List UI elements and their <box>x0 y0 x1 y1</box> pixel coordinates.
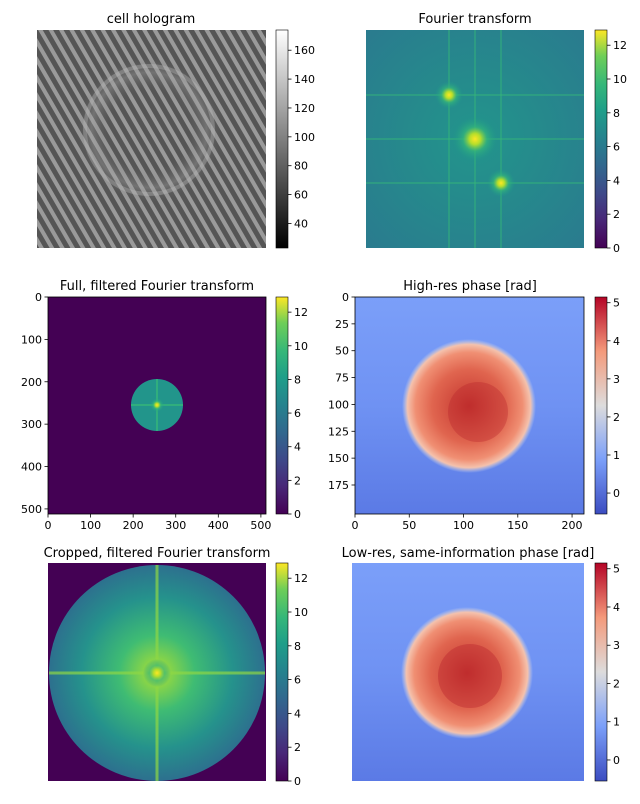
cell-ring <box>83 64 215 196</box>
x-tick-label: 0 <box>45 519 52 532</box>
colorbar: 40 60 80 100 120 140 160 <box>275 29 315 249</box>
colorbar-tick-label: 4 <box>613 174 620 187</box>
panel-title: Full, filtered Fourier transform <box>60 279 254 294</box>
y-tick-label: 0 <box>35 291 42 304</box>
x-tick-label: 300 <box>165 519 186 532</box>
colorbar-tick-label: 4 <box>294 441 301 454</box>
colorbar-tick-label: 10 <box>294 606 308 619</box>
colorbar-tick-label: 8 <box>294 640 301 653</box>
panel-fourier-transform: Fourier transform 0 2 4 6 8 10 12 <box>366 12 627 255</box>
cell-outline <box>77 58 221 202</box>
cell-phase-core <box>438 644 502 708</box>
colorbar-tick-label: 3 <box>613 639 620 652</box>
cell-phase-core <box>448 382 508 442</box>
colorbar-tick-label: 12 <box>613 39 627 52</box>
y-tick-label: 125 <box>328 425 349 438</box>
colorbar-tick-label: 3 <box>613 373 620 386</box>
colorbar-tick-label: 0 <box>613 487 620 500</box>
colorbar-tick-label: 5 <box>613 297 620 310</box>
x-tick-label: 150 <box>507 519 528 532</box>
colorbar-tick-label: 2 <box>613 208 620 221</box>
colorbar-tick-label: 0 <box>613 242 620 255</box>
spectrum-peak <box>487 169 515 197</box>
panel-high-res-phase: High-res phase [rad] 0 50 100 150 2000255075… <box>328 279 620 532</box>
colorbar-tick-label: 8 <box>613 107 620 120</box>
panel-full-filtered-fourier: Full, filtered Fourier transform 0 100 200… <box>21 279 308 532</box>
spectrum-peak <box>435 81 463 109</box>
y-tick-label: 75 <box>335 372 349 385</box>
panel-title: cell hologram <box>107 12 196 27</box>
colorbar-tick-label: 60 <box>294 189 308 202</box>
x-tick-label: 50 <box>402 519 416 532</box>
y-tick-label: 150 <box>328 452 349 465</box>
colorbar-tick-label: 6 <box>294 674 301 687</box>
colorbar-tick-label: 5 <box>613 563 620 576</box>
colorbar-tick-label: 160 <box>294 44 315 57</box>
panel-title: Fourier transform <box>418 12 531 27</box>
panel-cell-hologram: cell hologram 40 60 80 100 120 140 160 <box>37 12 315 249</box>
colorbar: 0 2 4 6 8 10 12 <box>594 29 627 255</box>
cell-phase <box>401 607 533 739</box>
colorbar-tick-label: 12 <box>294 306 308 319</box>
x-tick-label: 200 <box>123 519 144 532</box>
colorbar-tick-label: 2 <box>613 677 620 690</box>
cropped-peak <box>143 659 171 687</box>
colorbar-tick-label: 2 <box>294 741 301 754</box>
panel-title: Cropped, filtered Fourier transform <box>44 546 271 561</box>
y-tick-label: 25 <box>335 318 349 331</box>
colorbar-tick-label: 6 <box>294 407 301 420</box>
colorbar-tick-label: 4 <box>613 601 620 614</box>
colorbar-tick-label: 8 <box>294 373 301 386</box>
y-tick-label: 0 <box>342 291 349 304</box>
colorbar-tick-label: 12 <box>294 572 308 585</box>
x-tick-label: 400 <box>208 519 229 532</box>
y-tick-label: 50 <box>335 345 349 358</box>
spectrum-peak <box>453 117 497 161</box>
colorbar-tick-label: 100 <box>294 131 315 144</box>
y-tick-label: 300 <box>21 418 42 431</box>
colorbar-tick-label: 10 <box>294 340 308 353</box>
colorbar-tick-label: 0 <box>294 775 301 788</box>
panel-title: Low-res, same-information phase [rad] <box>342 546 595 561</box>
colorbar-tick-label: 0 <box>613 754 620 767</box>
y-tick-label: 400 <box>21 461 42 474</box>
colorbar-tick-label: 4 <box>294 707 301 720</box>
cell-phase <box>402 339 536 473</box>
panel-title: High-res phase [rad] <box>403 279 537 294</box>
colorbar-tick-label: 40 <box>294 217 308 230</box>
colorbar-tick-label: 10 <box>613 73 627 86</box>
colorbar: 0 1 2 3 4 5 <box>594 296 620 515</box>
panel-cropped-filtered-fourier: Cropped, filtered Fourier transform 0 2 4 6… <box>44 546 308 788</box>
filtered-peak <box>150 398 164 412</box>
colorbar-tick-label: 0 <box>294 508 301 521</box>
colorbar: 0 2 4 6 8 10 12 <box>275 562 308 788</box>
y-tick-label: 100 <box>328 398 349 411</box>
colorbar-tick-label: 2 <box>294 474 301 487</box>
x-tick-label: 100 <box>453 519 474 532</box>
x-tick-label: 0 <box>352 519 359 532</box>
x-tick-label: 200 <box>562 519 583 532</box>
y-tick-label: 200 <box>21 376 42 389</box>
panel-low-res-phase: Low-res, same-information phase [rad] 0 1… <box>342 546 620 782</box>
colorbar-tick-label: 120 <box>294 102 315 115</box>
colorbar-tick-label: 2 <box>613 411 620 424</box>
colorbar-tick-label: 4 <box>613 335 620 348</box>
x-tick-label: 100 <box>80 519 101 532</box>
colorbar-tick-label: 1 <box>613 716 620 729</box>
colorbar: 0 2 4 6 8 10 12 <box>275 296 308 521</box>
colorbar: 0 1 2 3 4 5 <box>594 562 620 782</box>
colorbar-tick-label: 140 <box>294 73 315 86</box>
colorbar-tick-label: 6 <box>613 141 620 154</box>
colorbar-tick-label: 1 <box>613 449 620 462</box>
y-tick-label: 100 <box>21 333 42 346</box>
y-tick-label: 500 <box>21 503 42 516</box>
y-tick-label: 175 <box>328 479 349 492</box>
colorbar-tick-label: 80 <box>294 160 308 173</box>
x-tick-label: 500 <box>250 519 271 532</box>
